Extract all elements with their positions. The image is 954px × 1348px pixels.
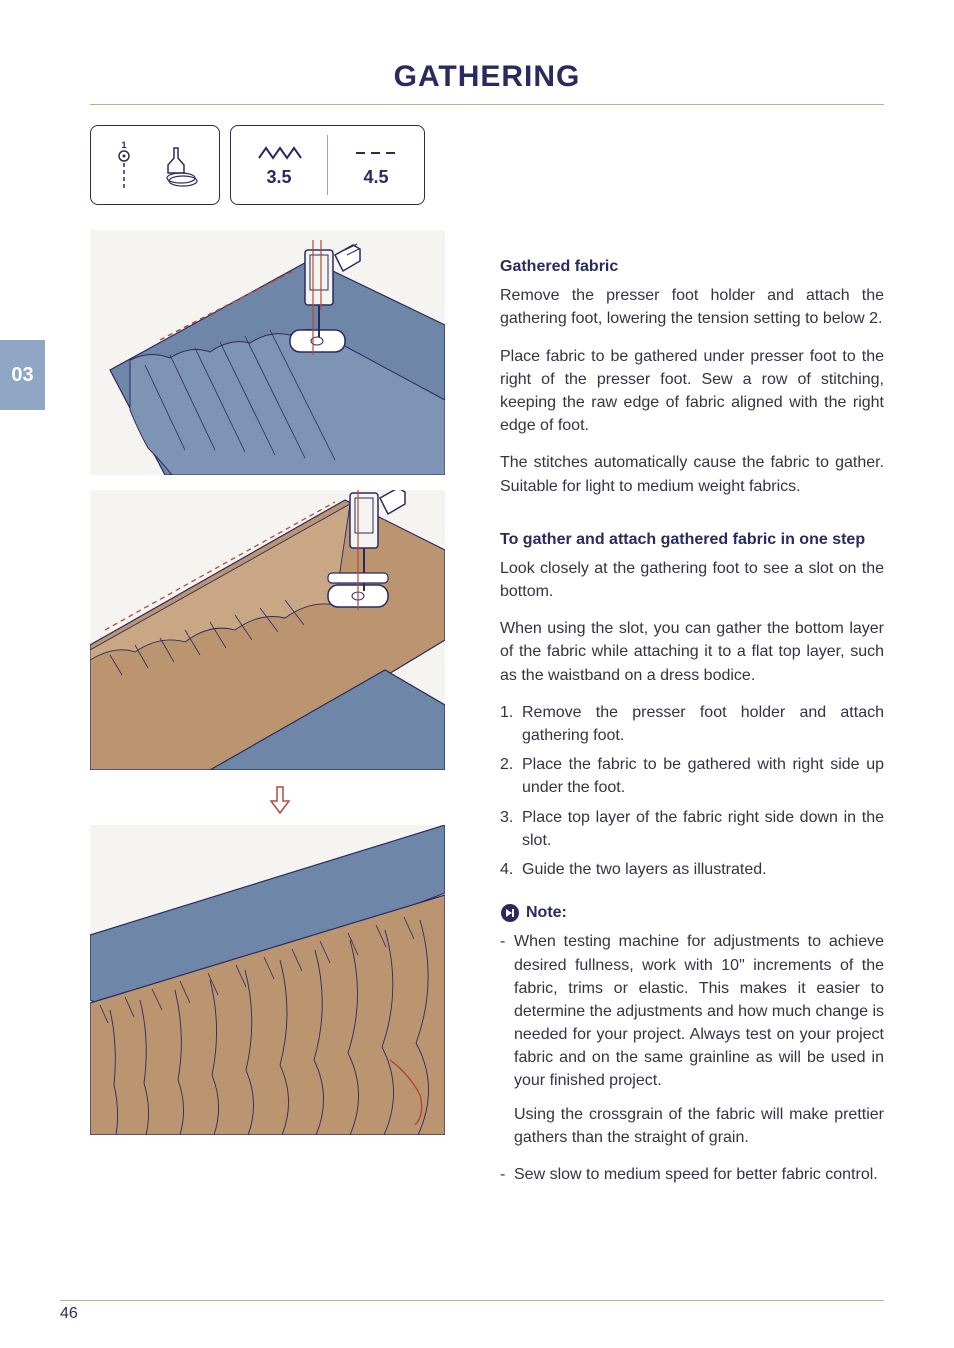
settings-box-stitch-foot: 1 [90, 125, 220, 205]
illustration-gathering [90, 230, 445, 475]
note-item: -Sew slow to medium speed for better fab… [500, 1163, 884, 1186]
step-text: Remove the presser foot holder and attac… [522, 701, 884, 747]
note-text: Using the crossgrain of the fabric will … [500, 1103, 884, 1149]
section1-p2: Place fabric to be gathered under presse… [500, 345, 884, 438]
settings-panel: 1 [90, 125, 470, 205]
section2-p1: Look closely at the gathering foot to se… [500, 557, 884, 603]
presser-foot-icon [156, 143, 201, 188]
note-text: When testing machine for adjustments to … [514, 930, 884, 1092]
illustration-gather-attach [90, 490, 445, 770]
chapter-tab: 03 [0, 340, 45, 410]
section2-p2: When using the slot, you can gather the … [500, 617, 884, 687]
step-item: 4.Guide the two layers as illustrated. [500, 858, 884, 881]
page-title: GATHERING [90, 60, 884, 94]
step-item: 3.Place top layer of the fabric right si… [500, 806, 884, 852]
footer-rule: 46 [60, 1300, 884, 1323]
stitch-length-value: 4.5 [363, 167, 388, 188]
section1-heading: Gathered fabric [500, 255, 884, 278]
note-item: -When testing machine for adjustments to… [500, 930, 884, 1092]
section1-p1: Remove the presser foot holder and attac… [500, 284, 884, 330]
step-text: Place top layer of the fabric right side… [522, 806, 884, 852]
arrow-down-icon [90, 785, 470, 815]
title-rule: GATHERING [90, 60, 884, 105]
note-label: Note: [526, 901, 567, 924]
settings-box-width-length: 3.5 4.5 [230, 125, 425, 205]
step-text: Guide the two layers as illustrated. [522, 858, 767, 881]
note-text: Sew slow to medium speed for better fabr… [514, 1163, 878, 1186]
needle-position-icon: 1 [109, 138, 139, 193]
illustration-result [90, 825, 445, 1135]
zigzag-width-icon [254, 143, 304, 163]
separator [327, 135, 328, 195]
page-number: 46 [60, 1305, 78, 1322]
step-text: Place the fabric to be gathered with rig… [522, 753, 884, 799]
svg-text:1: 1 [121, 140, 126, 150]
step-item: 1.Remove the presser foot holder and att… [500, 701, 884, 747]
step-item: 2.Place the fabric to be gathered with r… [500, 753, 884, 799]
section1-p3: The stitches automatically cause the fab… [500, 451, 884, 497]
stitch-width-value: 3.5 [266, 167, 291, 188]
stitch-length-icon [351, 143, 401, 163]
note-arrow-icon [500, 903, 520, 923]
section2-heading: To gather and attach gathered fabric in … [500, 528, 884, 551]
